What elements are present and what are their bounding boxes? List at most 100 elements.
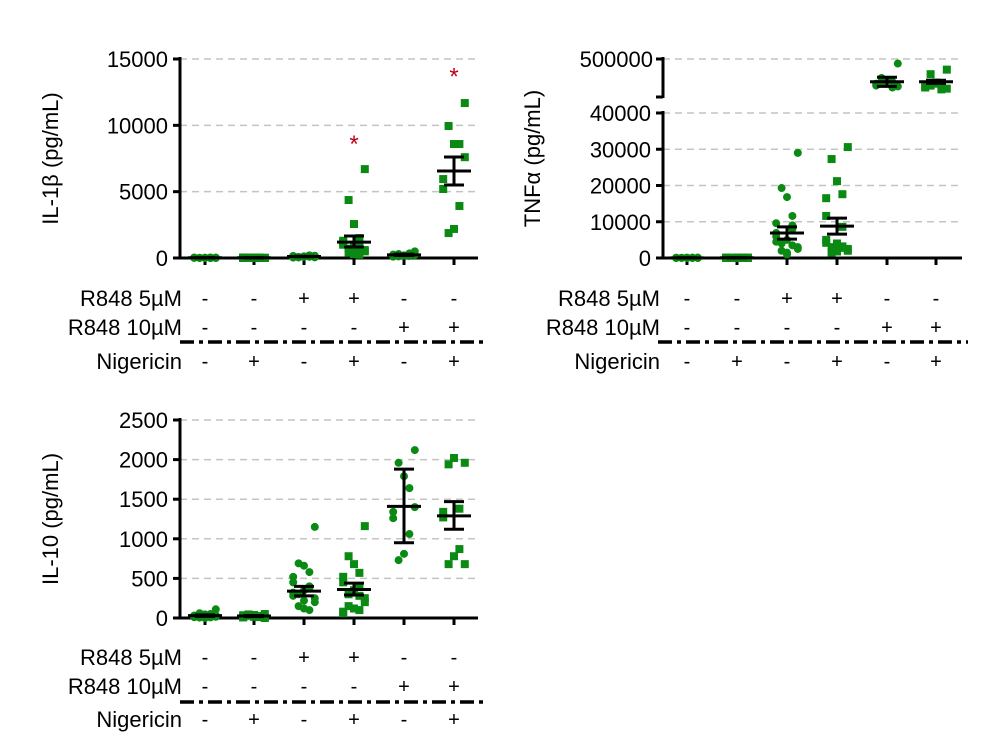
condition-value: - [784,317,791,339]
group-1 [670,253,704,262]
group-2 [720,253,754,262]
data-point [788,211,797,220]
data-point [444,121,453,130]
group-2 [237,253,271,262]
group-4 [820,143,854,257]
y-tick-label: 0 [639,246,651,271]
condition-value: - [401,647,408,669]
data-point [822,238,831,247]
data-point [827,155,836,164]
data-point [405,530,414,539]
condition-value: - [202,676,209,698]
group-5 [387,446,421,565]
condition-table: R848 5µM - - + + - -R848 10µM - - - - + +Nigericin - +… [546,286,968,374]
data-point [783,250,791,259]
data-point [455,545,464,554]
data-point [300,596,308,605]
data-point [455,140,464,149]
condition-label: Nigericin [96,349,182,374]
condition-table: R848 5µM - - + + - -R848 10µM - - - - + +Nigericin - +… [68,645,484,732]
condition-value: - [301,709,308,731]
y-tick-label: 2000 [119,448,168,473]
condition-value: + [448,676,460,698]
data-point [394,458,403,467]
data-point [389,507,398,516]
data-point [339,609,348,618]
condition-label: R848 10µM [68,674,182,699]
data-point [339,578,348,587]
data-point [211,605,220,614]
condition-value: + [348,351,360,373]
data-point [450,224,458,233]
data-point [360,165,369,174]
data-point [300,561,308,570]
data-point [783,193,791,202]
condition-value: + [348,709,360,731]
data-point [355,234,364,243]
condition-table: R848 5µM - - + + - -R848 10µM - - - - + +Nigericin - +… [68,286,484,374]
data-point [827,243,836,252]
data-point [355,250,364,259]
condition-value: - [301,351,308,373]
y-tick-label: 0 [156,606,168,631]
condition-value: - [933,288,940,310]
data-point [455,504,464,513]
group-4 [337,522,371,618]
condition-value: - [251,647,258,669]
data-point [344,552,353,561]
condition-value: - [301,676,308,698]
condition-value: + [930,317,942,339]
data-point [350,560,358,569]
condition-label: R848 10µM [68,315,182,340]
data-point [360,598,369,607]
condition-value: - [834,317,841,339]
data-point [450,454,458,463]
data-point [822,211,831,220]
condition-value: + [448,317,460,339]
condition-value: + [831,288,843,310]
data-point [942,65,951,74]
group-6 [919,65,953,94]
data-point [838,242,847,251]
significance-asterisk: * [449,63,458,90]
data-point [394,556,403,565]
condition-value: - [202,647,209,669]
data-point [937,85,946,94]
condition-label: Nigericin [574,349,660,374]
data-point [344,602,353,611]
data-point [350,604,358,613]
data-point [305,568,314,577]
data-point [355,568,364,577]
condition-value: - [251,288,258,310]
condition-label: R848 5µM [80,286,182,311]
data-point [893,82,902,91]
condition-value: + [930,351,942,373]
condition-value: + [298,647,310,669]
data-point [289,578,298,587]
data-point [355,245,364,254]
condition-value: - [784,351,791,373]
data-point [460,99,469,108]
condition-value: + [831,351,843,373]
data-point [400,549,408,558]
condition-value: + [348,647,360,669]
condition-value: - [684,317,691,339]
condition-value: + [448,351,460,373]
data-point [772,219,781,228]
data-point [833,247,841,256]
data-point [455,201,464,210]
data-point [360,522,369,531]
data-point [822,194,831,203]
data-point [793,148,802,157]
y-tick-label: 10000 [107,113,168,138]
condition-value: - [202,351,209,373]
data-point [355,582,364,591]
y-tick-label: 500000 [580,47,653,72]
condition-value: - [451,647,458,669]
data-point [827,248,836,257]
data-point [444,460,453,469]
data-point [355,606,364,615]
y-axis-title: IL-10 (pg/mL) [38,453,63,585]
condition-value: + [248,351,260,373]
